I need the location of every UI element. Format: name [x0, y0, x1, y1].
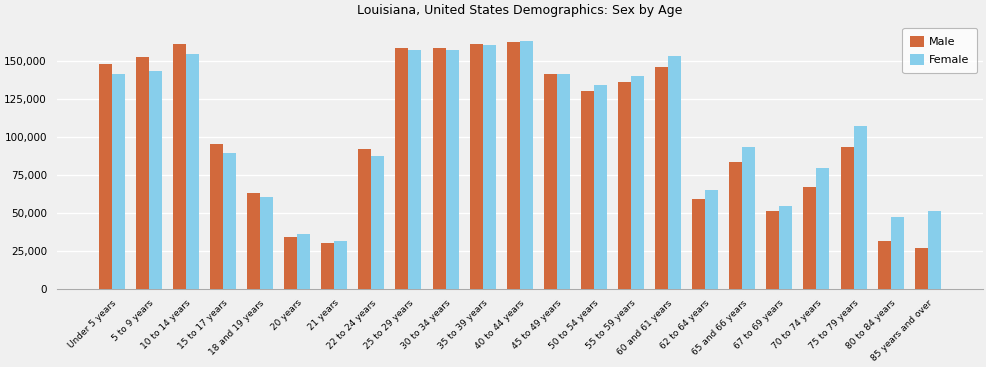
Bar [581, 91, 594, 288]
Bar [149, 71, 162, 288]
Bar [668, 56, 680, 288]
Bar [520, 41, 532, 288]
Bar [395, 48, 408, 288]
Bar [779, 207, 792, 288]
Bar [469, 44, 482, 288]
Bar [136, 58, 149, 288]
Bar [704, 190, 718, 288]
Bar [543, 74, 556, 288]
Bar [853, 126, 866, 288]
Bar [297, 234, 310, 288]
Bar [815, 168, 828, 288]
Bar [630, 76, 643, 288]
Bar [889, 217, 903, 288]
Bar [741, 147, 754, 288]
Bar [877, 241, 889, 288]
Bar [246, 193, 260, 288]
Bar [803, 187, 815, 288]
Bar [655, 66, 668, 288]
Bar [321, 243, 334, 288]
Bar [594, 85, 606, 288]
Bar [445, 50, 458, 288]
Bar [506, 42, 520, 288]
Bar [840, 147, 853, 288]
Bar [99, 63, 111, 288]
Bar [432, 48, 445, 288]
Bar [223, 153, 236, 288]
Bar [185, 54, 199, 288]
Bar [729, 162, 741, 288]
Bar [691, 199, 704, 288]
Legend: Male, Female: Male, Female [901, 28, 976, 73]
Bar [260, 197, 273, 288]
Bar [371, 156, 384, 288]
Bar [927, 211, 940, 288]
Bar [408, 50, 421, 288]
Bar [765, 211, 779, 288]
Bar [617, 82, 630, 288]
Bar [482, 45, 495, 288]
Title: Louisiana, United States Demographics: Sex by Age: Louisiana, United States Demographics: S… [357, 4, 681, 17]
Bar [284, 237, 297, 288]
Bar [556, 74, 569, 288]
Bar [334, 241, 347, 288]
Bar [111, 74, 124, 288]
Bar [914, 247, 927, 288]
Bar [173, 44, 185, 288]
Bar [358, 149, 371, 288]
Bar [210, 144, 223, 288]
